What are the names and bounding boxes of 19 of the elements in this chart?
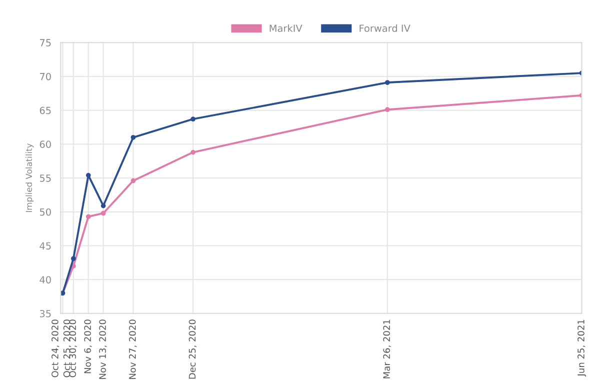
x-tick-label: Jun 25, 2021: [578, 320, 586, 377]
x-tick-label: Mar 26, 2021: [383, 320, 391, 378]
y-tick-label: 65: [40, 106, 51, 114]
x-tick-label: Nov 27, 2020: [129, 320, 137, 379]
legend-label: MarkIV: [270, 24, 302, 32]
y-tick-label: 40: [40, 276, 51, 284]
y-tick-label: 50: [40, 208, 51, 216]
y-tick-label: 55: [40, 174, 51, 182]
x-tick-label: Nov 6, 2020: [84, 320, 92, 374]
y-axis-title: Implied Volatility: [26, 143, 34, 212]
x-tick-label: Dec 25, 2020: [188, 320, 197, 379]
y-tick-label: 45: [40, 242, 51, 250]
legend-label: Forward IV: [360, 24, 410, 32]
x-tick-label: Nov 13, 2020: [99, 320, 107, 379]
y-tick-label: 60: [40, 140, 51, 148]
y-tick-label: 35: [40, 310, 51, 318]
y-tick-label: 70: [40, 72, 51, 80]
y-tick-label: 75: [40, 39, 51, 46]
x-tick-label: Oct 24, 2020: [52, 320, 60, 378]
